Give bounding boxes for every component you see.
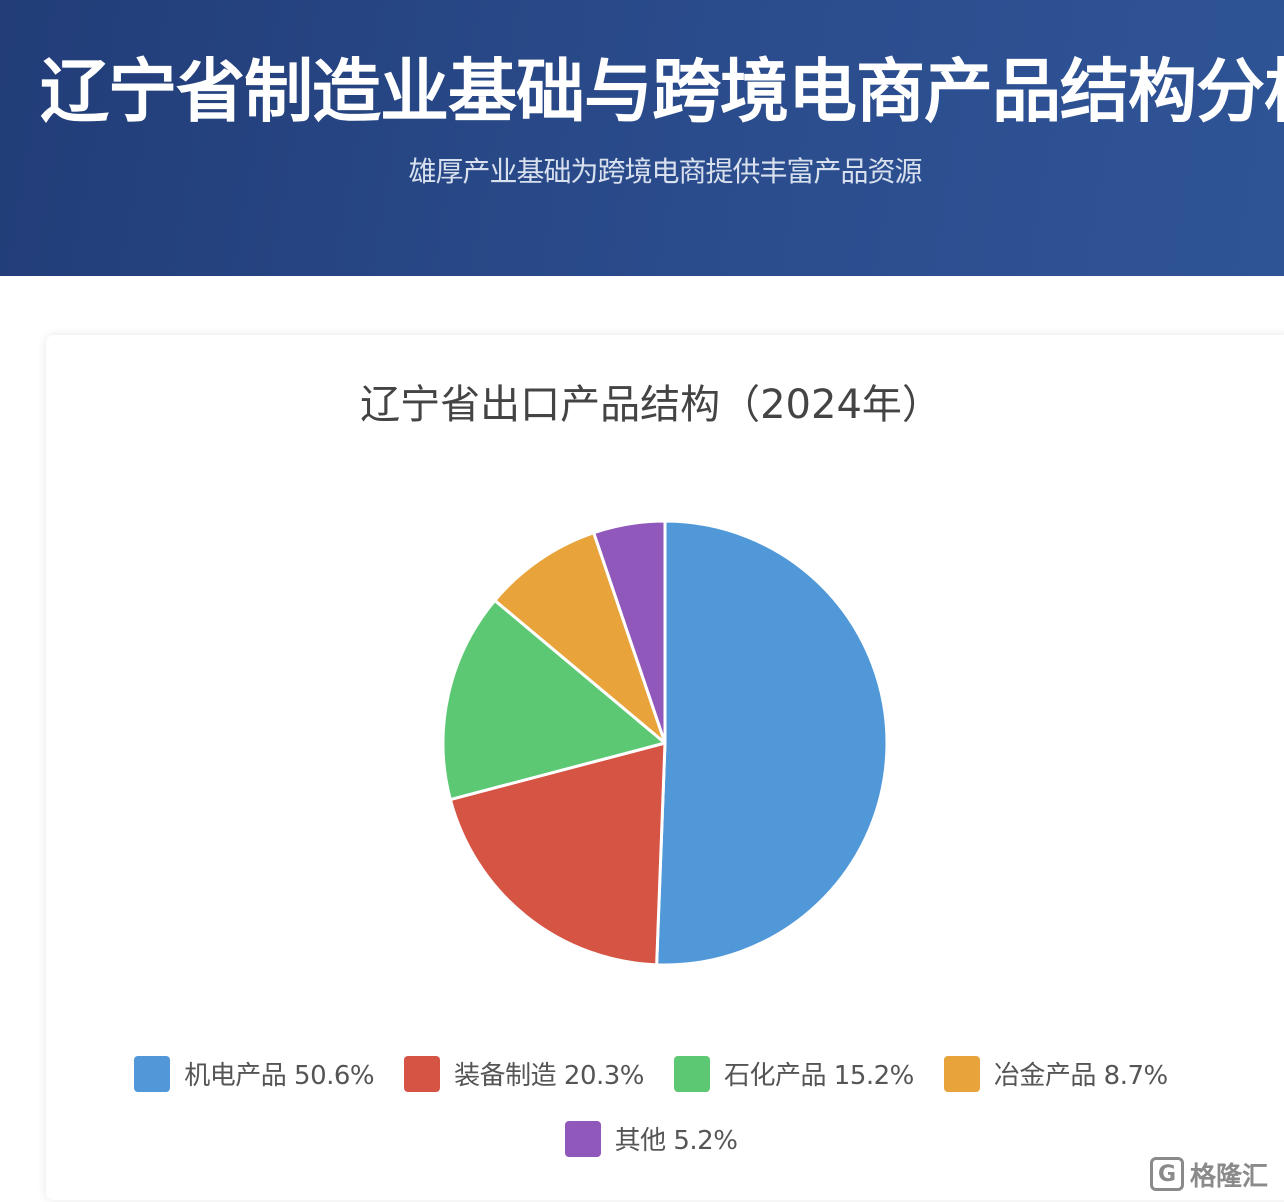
chart-legend: 机电产品 50.6% 装备制造 20.3% 石化产品 15.2% 冶金产品 8.7% 其… — [46, 1055, 1256, 1157]
watermark: G 格隆汇 — [1150, 1152, 1276, 1196]
pie-slice-2 — [441, 598, 667, 802]
legend-item[interactable]: 其他 5.2% — [564, 1120, 738, 1157]
legend-item[interactable]: 冶金产品 8.7% — [943, 1055, 1168, 1092]
page-subtitle: 雄厚产业基础为跨境电商提供丰富产品资源 — [408, 155, 922, 188]
legend-label: 机电产品 50.6% — [184, 1061, 375, 1091]
legend-swatch — [943, 1055, 980, 1092]
watermark-text: 格隆汇 — [1190, 1161, 1269, 1192]
legend-label: 冶金产品 8.7% — [993, 1061, 1168, 1091]
chart-title: 辽宁省出口产品结构（2024年） — [360, 382, 942, 428]
pie-slice-1 — [448, 741, 667, 967]
legend-swatch — [674, 1055, 711, 1092]
pie-slice-0 — [655, 519, 889, 967]
legend-label: 装备制造 20.3% — [454, 1061, 645, 1091]
pie-slice-4 — [592, 519, 667, 745]
legend-item[interactable]: 机电产品 50.6% — [134, 1055, 375, 1092]
legend-swatch — [404, 1055, 441, 1092]
legend-swatch — [134, 1055, 171, 1092]
legend-label: 其他 5.2% — [614, 1126, 738, 1156]
glh-logo-icon: G — [1150, 1157, 1184, 1191]
page-header: 辽宁省制造业基础与跨境电商产品结构分析 雄厚产业基础为跨境电商提供丰富产品资源 — [0, 0, 1284, 276]
legend-item[interactable]: 石化产品 15.2% — [674, 1055, 914, 1092]
page-title: 辽宁省制造业基础与跨境电商产品结构分析 — [40, 52, 1284, 132]
legend-item[interactable]: 装备制造 20.3% — [404, 1055, 645, 1092]
legend-label: 石化产品 15.2% — [724, 1061, 914, 1091]
legend-swatch — [564, 1120, 601, 1157]
pie-slice-3 — [493, 531, 667, 745]
